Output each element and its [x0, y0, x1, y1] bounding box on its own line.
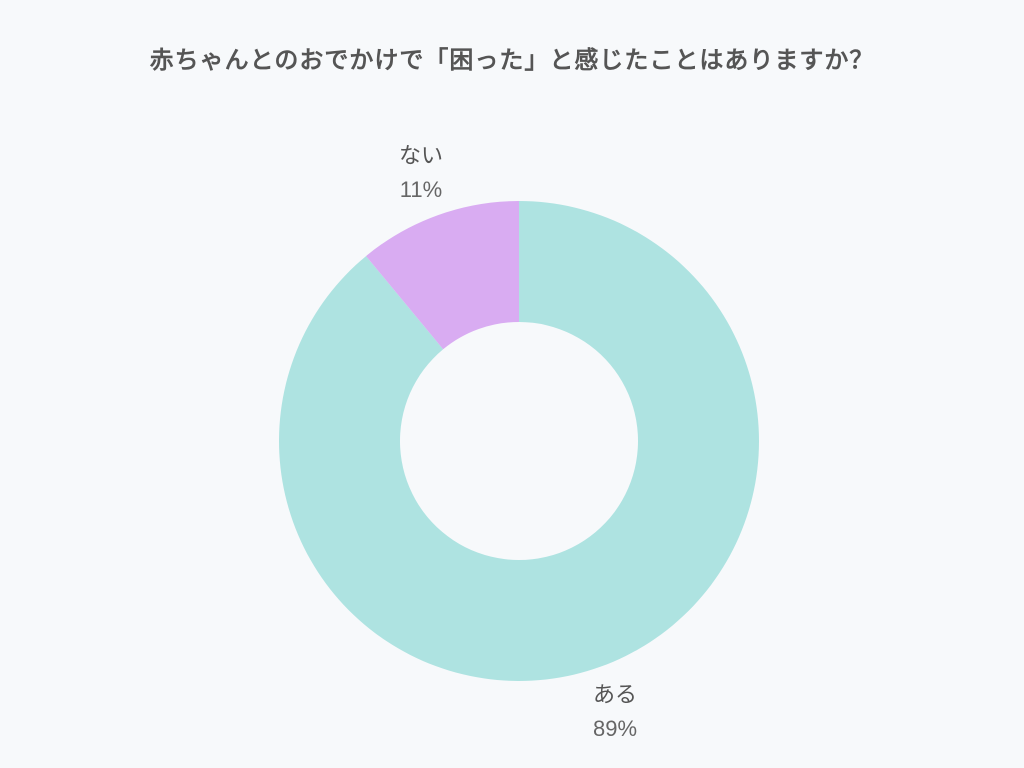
slice-value-1: 89%	[593, 716, 637, 741]
slice-value-2: 11%	[400, 177, 442, 202]
donut-slice-2	[366, 201, 519, 350]
chart-title: 赤ちゃんとのおでかけで「困った」と感じたことはありますか？	[149, 46, 875, 74]
donut-slices	[279, 201, 760, 682]
slice-label-2: ない	[399, 144, 443, 169]
slice-label-1: ある	[593, 683, 637, 708]
slice-labels: ある 89% ない 11%	[399, 144, 637, 741]
donut-slice-1	[279, 201, 760, 682]
